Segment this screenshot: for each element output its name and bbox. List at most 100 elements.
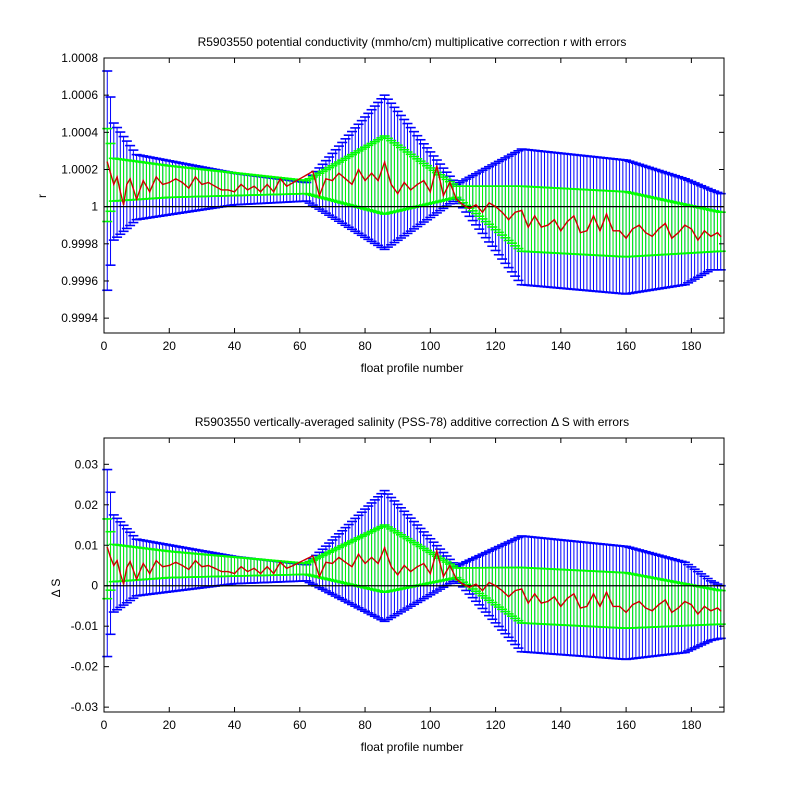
correction-series-point: [586, 230, 588, 232]
correction-series-point: [272, 191, 275, 193]
correction-series-point: [573, 215, 575, 217]
correction-series-point: [684, 224, 686, 226]
correction-series-point: [129, 178, 131, 180]
x-tick-label: 0: [101, 718, 108, 732]
correction-series-point: [194, 559, 197, 562]
correction-series-point: [586, 605, 588, 608]
correction-series-point: [279, 178, 281, 180]
y-tick-label: 0.9998: [61, 237, 98, 251]
correction-series-point: [113, 183, 115, 186]
correction-series-point: [266, 566, 268, 568]
correction-series-point: [299, 561, 301, 563]
correction-series-point: [481, 211, 484, 213]
correction-series-point: [201, 183, 203, 186]
correction-series-point: [651, 610, 653, 612]
correction-series-point: [155, 176, 157, 178]
x-tick-label: 160: [616, 339, 636, 353]
x-tick-label: 60: [293, 718, 307, 732]
correction-series-point: [436, 550, 438, 552]
correction-series-point: [664, 599, 666, 601]
correction-series-point: [677, 231, 680, 234]
x-tick-label: 140: [551, 339, 571, 353]
correction-series-point: [181, 181, 184, 184]
plot-area: [102, 70, 726, 295]
correction-series-point: [664, 222, 666, 225]
correction-series-point: [396, 574, 399, 576]
x-tick-label: 20: [163, 718, 177, 732]
correction-series-point: [344, 178, 347, 180]
correction-series-point: [325, 178, 327, 180]
correction-series-point: [113, 564, 115, 567]
correction-series-point: [527, 226, 529, 228]
y-tick-label: -0.03: [71, 700, 99, 714]
correction-series-point: [220, 570, 223, 573]
y-tick-label: 1.0002: [61, 162, 98, 176]
correction-series-point: [488, 202, 490, 204]
correction-series-point: [638, 224, 640, 226]
x-tick-label: 20: [163, 339, 177, 353]
correction-series-point: [227, 189, 229, 191]
correction-series-point: [299, 178, 301, 180]
correction-series-point: [507, 218, 510, 221]
correction-series-point: [357, 553, 360, 555]
correction-series-point: [135, 198, 138, 200]
correction-series-point: [703, 605, 706, 608]
correction-series-point: [618, 605, 621, 608]
x-tick-label: 120: [486, 339, 506, 353]
y-tick-label: 0.9994: [61, 311, 98, 325]
correction-series-point: [605, 213, 608, 215]
correction-series-point: [547, 224, 549, 226]
correction-series-point: [351, 566, 353, 568]
correction-series-point: [207, 564, 210, 567]
correction-series-point: [599, 605, 601, 608]
correction-series-point: [286, 185, 288, 187]
correction-series-point: [338, 172, 340, 174]
correction-series-point: [396, 192, 399, 195]
correction-series-point: [259, 572, 262, 575]
correction-series-point: [605, 591, 608, 593]
correction-series-point: [560, 230, 562, 232]
plot-area: [102, 468, 726, 661]
correction-series-point: [403, 564, 405, 567]
chart-title: R5903550 vertically-averaged salinity (P…: [195, 415, 629, 429]
correction-series-point: [720, 610, 722, 612]
correction-series-point: [560, 605, 562, 608]
correction-series-point: [612, 605, 614, 608]
correction-series-point: [312, 555, 314, 557]
correction-series-point: [534, 593, 536, 595]
x-tick-label: 60: [293, 339, 307, 353]
correction-series-point: [331, 562, 334, 565]
x-tick-label: 160: [616, 718, 636, 732]
correction-series-point: [644, 607, 647, 609]
correction-series-point: [494, 205, 497, 208]
correction-series-point: [148, 191, 151, 193]
chart-conductivity-correction: R5903550 potential conductivity (mmho/cm…: [35, 35, 726, 375]
correction-series-point: [658, 228, 660, 230]
correction-series-point: [162, 566, 164, 568]
correction-series-point: [233, 572, 236, 575]
correction-series-point: [162, 183, 164, 186]
correction-series-point: [514, 589, 516, 592]
correction-series-point: [697, 239, 699, 241]
correction-series-point: [253, 567, 255, 570]
x-tick-label: 0: [101, 339, 108, 353]
correction-series-point: [181, 564, 184, 567]
correction-series-point: [494, 585, 497, 587]
correction-series-point: [106, 161, 108, 163]
correction-series-point: [534, 215, 536, 217]
correction-series-point: [116, 559, 118, 562]
y-tick-label: 1.0006: [61, 88, 98, 102]
x-tick-label: 40: [228, 339, 242, 353]
chart-title: R5903550 potential conductivity (mmho/cm…: [198, 35, 627, 49]
correction-series-point: [527, 602, 529, 604]
x-axis: 0 20 40 60 80 100 120 140 160 180: [101, 58, 702, 353]
correction-series-point: [612, 230, 614, 232]
correction-series-point: [126, 566, 128, 569]
correction-series-point: [501, 589, 503, 592]
correction-series-point: [638, 600, 640, 603]
correction-series-point: [442, 194, 445, 197]
correction-series-point: [305, 558, 308, 560]
correction-series-point: [142, 562, 144, 565]
correction-series-point: [126, 183, 128, 186]
